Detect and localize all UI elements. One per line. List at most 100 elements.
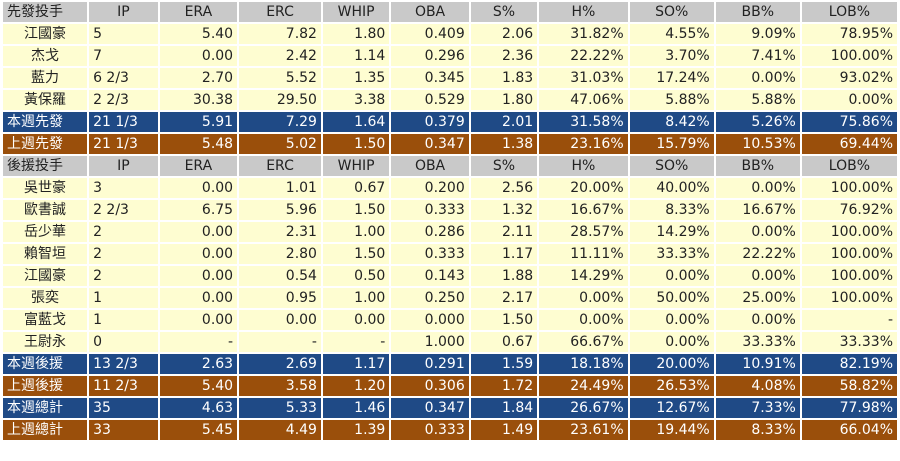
last-week-relievers-row: 上週後援 11 2/3 5.40 3.58 1.20 0.306 1.72 24.49% 26.… xyxy=(3,376,897,396)
stat-cell: 0.00% xyxy=(539,310,628,330)
stat-cell: 2.36 xyxy=(470,46,538,66)
stat-cell: 15.79% xyxy=(629,134,714,154)
column-header: ERA xyxy=(159,2,238,22)
stat-cell: 28.57% xyxy=(539,222,628,242)
stat-cell: 22.22% xyxy=(715,244,800,264)
row-label: 歐書誠 xyxy=(3,200,88,220)
stat-cell: 1.17 xyxy=(470,244,538,264)
stat-cell: 0.00 xyxy=(239,310,321,330)
stat-cell: 0.00% xyxy=(715,266,800,286)
stat-cell: 3.58 xyxy=(239,376,321,396)
row-label: 上週總計 xyxy=(3,420,88,440)
stat-cell: 5.40 xyxy=(159,376,238,396)
stat-cell: 33.33% xyxy=(801,332,897,352)
row-label: 杰戈 xyxy=(3,46,88,66)
stat-cell: 40.00% xyxy=(629,178,714,198)
stat-cell: 7.33% xyxy=(715,398,800,418)
stat-cell: 0.00% xyxy=(629,310,714,330)
column-header: IP xyxy=(89,2,158,22)
stat-cell: 0.250 xyxy=(391,288,469,308)
row-label: 岳少華 xyxy=(3,222,88,242)
stat-cell: 0.00 xyxy=(159,178,238,198)
stat-cell: 0.291 xyxy=(391,354,469,374)
stat-cell: 0.00 xyxy=(159,288,238,308)
stat-cell: 0.306 xyxy=(391,376,469,396)
stat-cell: 100.00% xyxy=(801,222,897,242)
stat-cell: 10.53% xyxy=(715,134,800,154)
stat-cell: 5.48 xyxy=(159,134,238,154)
stat-cell: 0.00 xyxy=(159,310,238,330)
stat-cell: 2.70 xyxy=(159,68,238,88)
pitching-stats-table: 先發投手 IP ERA ERC WHIP OBA S% H% SO% BB% LOB% 江國豪 5 5.4… xyxy=(1,0,899,442)
pitcher-row: 歐書誠 2 2/3 6.75 5.96 1.50 0.333 1.32 16.67% 8.33%… xyxy=(3,200,897,220)
stat-cell: 75.86% xyxy=(801,112,897,132)
stat-cell: 4.63 xyxy=(159,398,238,418)
stat-cell: 77.98% xyxy=(801,398,897,418)
stat-cell: 24.49% xyxy=(539,376,628,396)
stat-cell: 2 2/3 xyxy=(89,90,158,110)
stat-cell: 1.39 xyxy=(322,420,390,440)
column-header: IP xyxy=(89,156,158,176)
stat-cell: 33 xyxy=(89,420,158,440)
stat-cell: 10.91% xyxy=(715,354,800,374)
column-header: H% xyxy=(539,2,628,22)
stat-cell: 0.00% xyxy=(539,288,628,308)
stat-cell: 1.49 xyxy=(470,420,538,440)
stat-cell: 58.82% xyxy=(801,376,897,396)
stat-cell: 4.49 xyxy=(239,420,321,440)
stat-cell: 16.67% xyxy=(715,200,800,220)
stat-cell: 0.000 xyxy=(391,310,469,330)
stat-cell: 66.67% xyxy=(539,332,628,352)
stat-cell: 47.06% xyxy=(539,90,628,110)
stat-cell: 1.32 xyxy=(470,200,538,220)
stat-cell: 0.379 xyxy=(391,112,469,132)
stat-cell: 1.50 xyxy=(322,134,390,154)
pitcher-row: 張奕 1 0.00 0.95 1.00 0.250 2.17 0.00% 50.00% 25.00… xyxy=(3,288,897,308)
stat-cell: 31.82% xyxy=(539,24,628,44)
stat-cell: 1.20 xyxy=(322,376,390,396)
pitcher-row: 吳世豪 3 0.00 1.01 0.67 0.200 2.56 20.00% 40.00% 0.0… xyxy=(3,178,897,198)
stat-cell: 2.11 xyxy=(470,222,538,242)
section-header-row: 後援投手 IP ERA ERC WHIP OBA S% H% SO% BB% LOB% xyxy=(3,156,897,176)
pitcher-row: 賴智垣 2 0.00 2.80 1.50 0.333 1.17 11.11% 33.33% 22.… xyxy=(3,244,897,264)
stat-cell: 0.50 xyxy=(322,266,390,286)
stat-cell: 0.00% xyxy=(715,68,800,88)
stat-cell: 26.67% xyxy=(539,398,628,418)
stat-cell: 0.409 xyxy=(391,24,469,44)
stat-cell: 100.00% xyxy=(801,46,897,66)
stat-cell: 12.67% xyxy=(629,398,714,418)
stat-cell: 0.00 xyxy=(159,244,238,264)
row-label: 富藍戈 xyxy=(3,310,88,330)
stat-cell: 2 xyxy=(89,266,158,286)
column-header: ERA xyxy=(159,156,238,176)
column-header: LOB% xyxy=(801,2,897,22)
stat-cell: 2 2/3 xyxy=(89,200,158,220)
column-header: S% xyxy=(470,2,538,22)
stat-cell: 5.91 xyxy=(159,112,238,132)
stat-cell: 11 2/3 xyxy=(89,376,158,396)
stat-cell: 7.41% xyxy=(715,46,800,66)
stat-cell: 100.00% xyxy=(801,244,897,264)
row-label: 張奕 xyxy=(3,288,88,308)
row-label: 江國豪 xyxy=(3,24,88,44)
stat-cell: 5.88% xyxy=(715,90,800,110)
column-header: BB% xyxy=(715,2,800,22)
stat-cell: 100.00% xyxy=(801,178,897,198)
stat-cell: 100.00% xyxy=(801,288,897,308)
stat-cell: 16.67% xyxy=(539,200,628,220)
column-header: H% xyxy=(539,156,628,176)
stat-cell: 1.46 xyxy=(322,398,390,418)
pitcher-row: 藍力 6 2/3 2.70 5.52 1.35 0.345 1.83 31.03% 17.24%… xyxy=(3,68,897,88)
stat-cell: 26.53% xyxy=(629,376,714,396)
stat-cell: 0.00% xyxy=(715,222,800,242)
column-header: SO% xyxy=(629,2,714,22)
stat-cell: 20.00% xyxy=(629,354,714,374)
stat-cell: 23.61% xyxy=(539,420,628,440)
stat-cell: 0.345 xyxy=(391,68,469,88)
column-header: BB% xyxy=(715,156,800,176)
stat-cell: 5 xyxy=(89,24,158,44)
stat-cell: 17.24% xyxy=(629,68,714,88)
stat-cell: 0.00 xyxy=(322,310,390,330)
section-header-label: 後援投手 xyxy=(3,156,88,176)
stat-cell: 4.55% xyxy=(629,24,714,44)
